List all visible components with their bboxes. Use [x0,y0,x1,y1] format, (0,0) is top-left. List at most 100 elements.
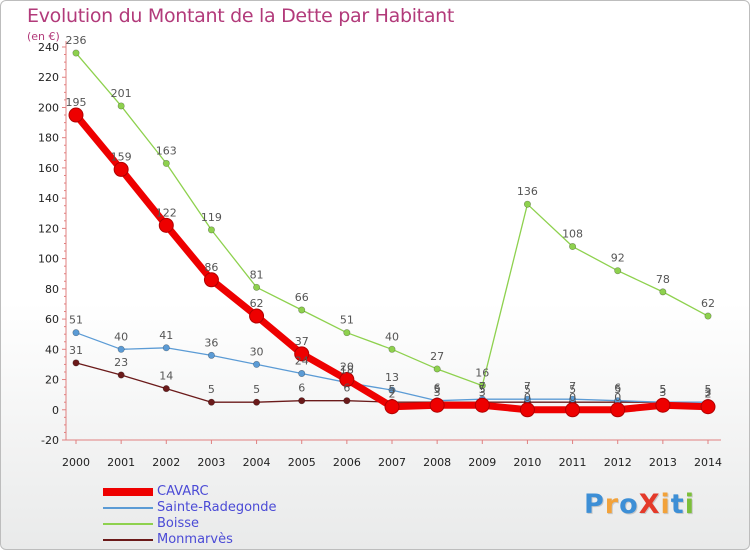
data-point [474,397,490,413]
y-tick-label: 120 [38,222,59,235]
data-point [294,346,310,362]
data-point [207,226,215,234]
data-label: 81 [250,268,264,281]
x-tick-label: 2011 [559,456,587,469]
data-point [343,329,351,337]
legend-swatch [103,507,153,509]
y-tick-label: 100 [38,253,59,266]
data-label: 5 [253,383,260,396]
data-label: 37 [295,335,309,348]
y-tick-label: 220 [38,71,59,84]
data-point [339,372,355,388]
legend-label: CAVARC [157,484,209,499]
data-label: 5 [524,383,531,396]
data-point [614,267,622,275]
data-point [478,382,486,390]
data-label: 5 [389,383,396,396]
data-label: 159 [111,150,132,163]
data-point [523,200,531,208]
y-tick-label: 80 [45,283,59,296]
data-label: 7 [569,380,576,393]
data-label: 6 [434,382,441,395]
data-point [704,312,712,320]
x-tick-label: 2006 [333,456,361,469]
data-label: 20 [340,361,354,374]
y-tick-label: 200 [38,101,59,114]
data-label: 3 [479,386,486,399]
data-label: 136 [517,185,538,198]
data-label: 23 [114,356,128,369]
data-label: 36 [204,336,218,349]
data-label: 24 [295,354,309,367]
proxiti-logo: ProXiti [584,489,695,520]
x-tick-label: 2007 [378,456,406,469]
data-point [113,161,129,177]
data-point [388,386,396,394]
data-point [253,398,261,406]
data-point [253,283,261,291]
data-point [207,398,215,406]
data-label: 0 [524,391,531,404]
x-tick-label: 2013 [649,456,677,469]
data-point [162,159,170,167]
data-label: 62 [701,297,715,310]
data-label: 108 [562,228,583,241]
data-label: 236 [66,34,87,47]
data-label: 40 [385,330,399,343]
data-point [343,397,351,405]
data-label: 31 [69,344,83,357]
data-label: 30 [250,345,264,358]
y-tick-label: 240 [38,41,59,54]
data-label: 3 [705,386,712,399]
data-label: 5 [569,383,576,396]
data-label: 6 [298,382,305,395]
y-tick-label: 20 [45,374,59,387]
data-label: 3 [659,386,666,399]
data-label: 195 [66,96,87,109]
data-point [433,365,441,373]
y-unit-label: (en €) [27,30,60,43]
data-label: 5 [659,383,666,396]
data-point [253,360,261,368]
data-point [162,385,170,393]
data-point [565,402,581,418]
x-tick-label: 2001 [107,456,135,469]
data-point [158,217,174,233]
data-point [117,371,125,379]
data-label: 41 [159,329,173,342]
data-label: 62 [250,297,264,310]
data-point [659,288,667,296]
data-point [655,397,671,413]
data-label: 7 [479,380,486,393]
data-point [72,49,80,57]
data-label: 13 [385,371,399,384]
data-label: 78 [656,273,670,286]
data-label: 5 [208,383,215,396]
data-label: 7 [524,380,531,393]
data-label: 2 [705,388,712,401]
x-tick-label: 2009 [468,456,496,469]
x-tick-label: 2002 [152,456,180,469]
data-point [117,345,125,353]
data-label: 163 [156,144,177,157]
data-label: 2 [389,388,396,401]
data-point [162,344,170,352]
x-tick-label: 2008 [423,456,451,469]
legend-swatch [103,539,153,541]
data-point [72,359,80,367]
data-point [700,399,716,415]
data-label: 51 [69,314,83,327]
line-chart: -200204060801001201401601802002202402000… [38,34,722,469]
data-point [117,102,125,110]
data-label: 119 [201,211,222,224]
data-label: 5 [434,383,441,396]
x-tick-label: 2000 [62,456,90,469]
data-label: 66 [295,291,309,304]
data-label: 201 [111,87,132,100]
chart-title: Evolution du Montant de la Dette par Hab… [27,5,455,27]
data-point [519,402,535,418]
data-label: 122 [156,206,177,219]
y-tick-label: 40 [45,343,59,356]
legend-label: Sainte-Radegonde [157,500,277,515]
